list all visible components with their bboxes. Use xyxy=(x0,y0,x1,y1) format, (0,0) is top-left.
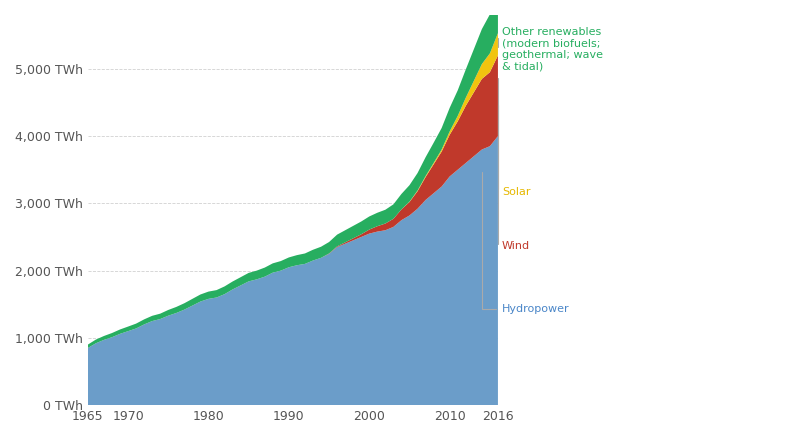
Text: Solar: Solar xyxy=(498,78,530,197)
Text: Other renewables
(modern biofuels;
geothermal; wave
& tidal): Other renewables (modern biofuels; geoth… xyxy=(498,27,603,71)
Text: Hydropower: Hydropower xyxy=(482,173,570,314)
Text: Wind: Wind xyxy=(498,105,530,251)
